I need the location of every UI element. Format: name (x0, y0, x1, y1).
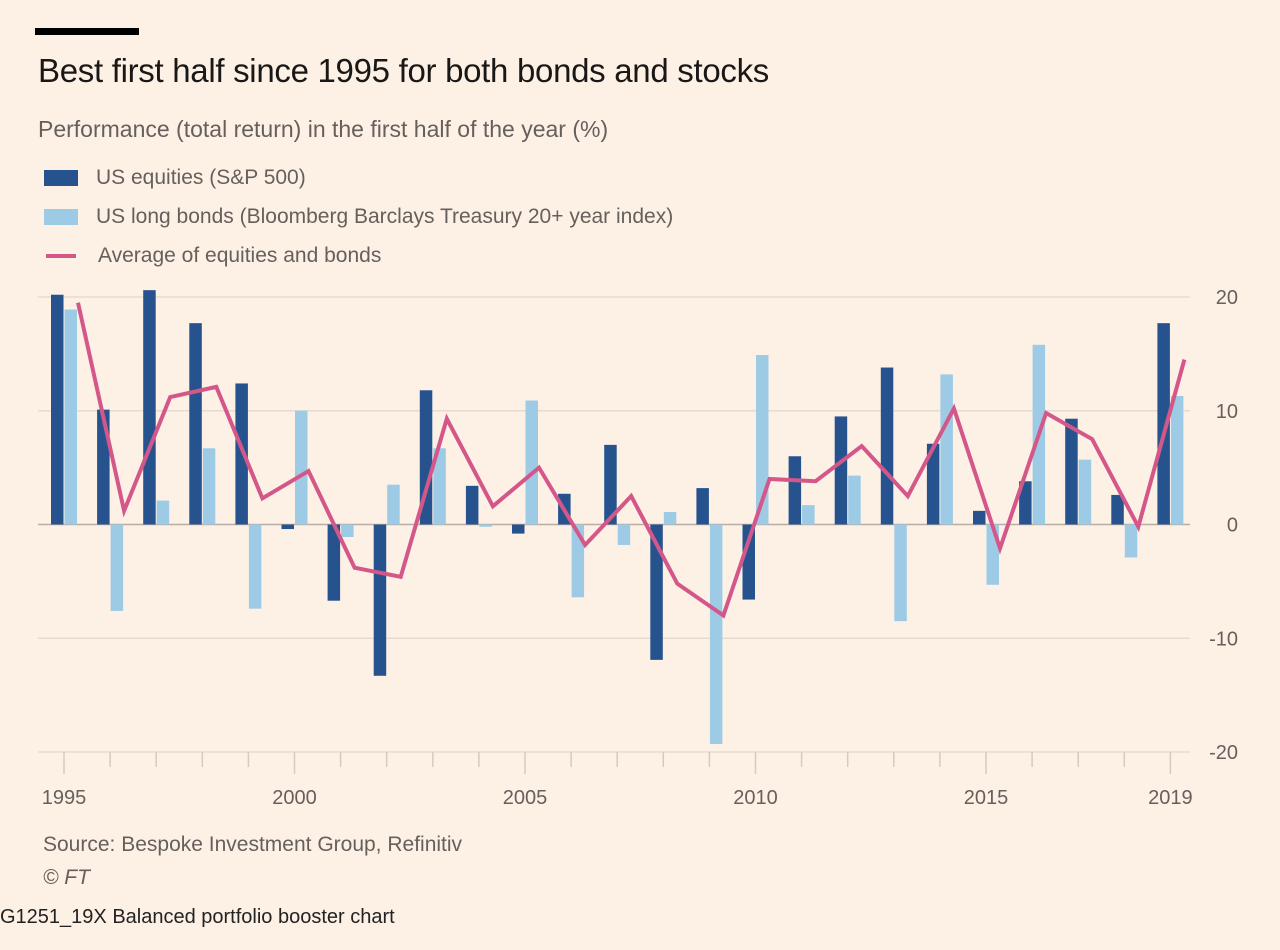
bar-bonds (295, 410, 308, 525)
bar-equities (281, 524, 294, 530)
bar-equities (742, 524, 755, 600)
y-tick-label: 0 (1227, 515, 1238, 537)
x-tick-label: 2010 (733, 787, 778, 809)
bar-bonds (1124, 524, 1138, 558)
bar-equities (465, 485, 479, 525)
bar-bonds (248, 524, 262, 609)
bar-bonds (571, 524, 585, 598)
bar-bonds (940, 374, 953, 525)
x-tick-label: 1995 (42, 787, 87, 809)
bar-equities (880, 367, 894, 525)
legend-label-equities: US equities (S&P 500) (96, 165, 306, 189)
bar-bonds (433, 448, 446, 525)
bar-bonds (525, 400, 538, 525)
bar-equities (235, 383, 248, 525)
chart-subtitle: Performance (total return) in the first … (38, 116, 609, 142)
bar-equities (973, 510, 986, 525)
bar-bonds (110, 524, 124, 611)
bar-bonds (64, 309, 77, 525)
legend-label-bonds: US long bonds (Bloomberg Barclays Treasu… (96, 204, 674, 228)
bar-bonds (894, 524, 907, 622)
bar-bonds (341, 524, 354, 538)
bar-equities (834, 416, 848, 525)
bar-equities (1111, 494, 1124, 525)
legend-swatch-bonds (44, 208, 78, 225)
bar-bonds (1078, 459, 1092, 525)
legend-item-bonds: US long bonds (Bloomberg Barclays Treasu… (44, 197, 673, 236)
x-tick-label: 2005 (503, 787, 548, 809)
bar-equities (327, 524, 341, 601)
bar-equities (419, 390, 433, 525)
chart-title: Best first half since 1995 for both bond… (38, 52, 769, 89)
y-tick-label: -20 (1209, 742, 1238, 764)
x-tick-label: 2000 (272, 787, 317, 809)
bar-equities (512, 524, 525, 534)
bar-bonds (156, 500, 170, 525)
y-tick-label: 20 (1216, 287, 1238, 309)
bar-bonds (756, 355, 769, 525)
bar-equities (604, 444, 617, 525)
bar-bonds (202, 448, 216, 525)
chart-legend: US equities (S&P 500) US long bonds (Blo… (44, 158, 673, 275)
legend-label-average: Average of equities and bonds (98, 243, 382, 267)
image-caption: G1251_19X Balanced portfolio booster cha… (0, 906, 395, 928)
bar-equities (650, 524, 663, 660)
bar-bonds (802, 505, 815, 525)
bar-bonds (387, 484, 400, 525)
y-tick-label: -10 (1209, 628, 1238, 650)
bar-equities (373, 524, 387, 676)
bar-equities (97, 409, 110, 525)
bar-equities (926, 443, 940, 525)
bar-equities (51, 294, 64, 525)
x-tick-label: 2019 (1148, 787, 1193, 809)
ft-top-rule (35, 28, 139, 35)
legend-item-equities: US equities (S&P 500) (44, 158, 673, 197)
bar-equities (189, 323, 202, 525)
bar-bonds (848, 475, 861, 525)
bar-equities (1019, 481, 1032, 525)
bar-bonds (617, 524, 631, 545)
legend-item-average: Average of equities and bonds (44, 236, 673, 275)
x-tick-label: 2015 (964, 787, 1009, 809)
bar-equities (696, 488, 709, 525)
bar-bonds (479, 524, 492, 527)
bar-bonds (1170, 395, 1184, 525)
chart-copyright: © FT (43, 866, 90, 889)
legend-swatch-average (46, 253, 76, 258)
bar-bonds (709, 524, 723, 745)
bar-equities (1157, 323, 1170, 525)
chart-source: Source: Bespoke Investment Group, Refini… (43, 833, 463, 856)
bar-equities (143, 290, 156, 525)
bar-equities (1065, 418, 1078, 525)
legend-swatch-equities (44, 169, 78, 186)
bar-bonds (663, 511, 677, 525)
y-tick-label: 10 (1216, 401, 1238, 423)
bar-equities (788, 456, 802, 525)
